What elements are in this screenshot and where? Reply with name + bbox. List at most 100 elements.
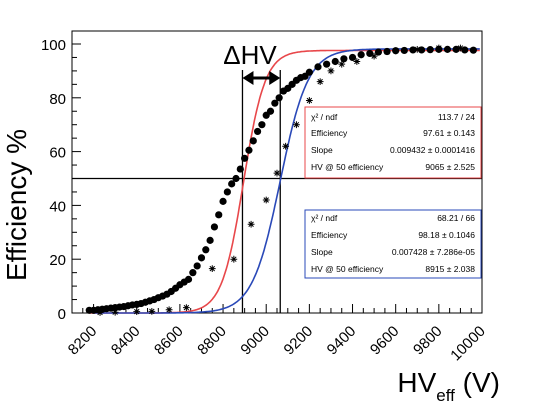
x-tick-label: 9400: [324, 323, 360, 359]
y-tick-label: 0: [58, 306, 66, 323]
delta-hv-arrow: [242, 71, 281, 85]
data-point-dot: [409, 46, 417, 54]
data-point-star: [305, 97, 313, 104]
data-point-star: [327, 67, 335, 75]
data-point-star: [338, 60, 346, 68]
y-tick-label: 100: [41, 37, 66, 54]
data-point-star: [230, 255, 238, 263]
data-point-dot: [241, 154, 249, 162]
arrow-head-right: [269, 71, 281, 85]
data-point-star: [273, 169, 281, 177]
x-tick-label: 9000: [237, 323, 273, 359]
data-point-dot: [400, 46, 408, 55]
fit-blue-hv50-value: 8915 ± 2.038: [425, 264, 475, 274]
data-point-dot: [383, 47, 391, 56]
data-point-dot: [253, 127, 262, 136]
data-point-dot: [469, 46, 477, 54]
x-axis-label: HVeff (V): [397, 367, 500, 405]
data-point-dot: [206, 236, 214, 244]
fit-box-blue: χ² / ndf 68.21 / 66 Efficiency 98.18 ± 0…: [304, 209, 482, 279]
data-point-star: [165, 306, 173, 314]
data-point-dot: [357, 51, 365, 59]
fit-red-slope-value: 0.009432 ± 0.0001416: [390, 145, 475, 155]
data-point-dot: [232, 174, 240, 183]
data-point-star: [370, 52, 378, 60]
data-point-dot: [215, 211, 223, 219]
x-tick-label: 9800: [410, 323, 446, 359]
data-point-star: [262, 196, 270, 204]
data-point-star: [353, 58, 361, 65]
data-point-dot: [323, 60, 331, 68]
data-point-dot: [210, 223, 219, 231]
data-points: [85, 44, 477, 316]
data-point-dot: [202, 246, 210, 254]
data-point-dot: [305, 68, 313, 76]
data-point-star: [457, 44, 464, 52]
fit-blue-chi2-label: χ² / ndf: [311, 213, 338, 223]
fit-box-red-frame: [304, 106, 482, 179]
data-point-star: [96, 309, 104, 316]
x-axis-label-unit: (V): [455, 367, 500, 398]
data-point-dot: [275, 94, 283, 102]
y-tick-label: 20: [49, 252, 66, 269]
y-tick-label: 40: [49, 198, 66, 215]
data-point-dot: [189, 269, 197, 277]
data-point-dot: [426, 46, 434, 54]
data-point-dot: [443, 45, 452, 53]
fit-blue-hv50-label: HV @ 50 efficiency: [311, 264, 384, 274]
data-point-dot: [236, 165, 244, 173]
data-point-star: [316, 78, 324, 86]
x-tick-label: 8400: [108, 323, 144, 359]
fit-blue-efficiency-label: Efficiency: [311, 230, 348, 240]
fit-box-red: χ² / ndf 113.7 / 24 Efficiency 97.61 ± 0…: [304, 106, 482, 179]
data-point-star: [413, 45, 421, 53]
x-tick-label: 8600: [151, 323, 187, 359]
data-point-star: [133, 308, 141, 316]
fit-red-hv50-label: HV @ 50 efficiency: [311, 162, 384, 172]
arrow-head-left: [242, 71, 254, 85]
x-axis-label-sub: eff: [436, 386, 455, 405]
data-point-star: [435, 44, 443, 52]
data-point-dot: [223, 188, 231, 196]
data-point-dot: [366, 49, 374, 58]
fit-blue-chi2-value: 68.21 / 66: [437, 213, 475, 223]
data-point-dot: [197, 254, 206, 262]
y-tick-label: 60: [49, 145, 66, 162]
x-tick-label: 10000: [447, 323, 489, 365]
data-point-dot: [340, 55, 348, 63]
x-axis-label-main: HV: [397, 367, 436, 398]
data-point-dot: [258, 121, 266, 129]
data-point-star: [293, 121, 300, 129]
data-point-dot: [266, 107, 275, 115]
x-tick-label: 8800: [194, 323, 230, 359]
fit-blue-slope-value: 0.007428 ± 7.286e-05: [392, 247, 475, 257]
data-point-dot: [331, 57, 339, 66]
x-tick-label: 8200: [65, 323, 101, 359]
fit-red-efficiency-value: 97.61 ± 0.143: [423, 128, 475, 138]
x-tick-label: 9200: [281, 323, 317, 359]
data-point-dot: [219, 197, 227, 205]
fit-red-chi2-label: χ² / ndf: [311, 112, 338, 122]
data-point-star: [247, 220, 255, 228]
fit-red-chi2-value: 113.7 / 24: [438, 112, 475, 122]
fit-box-blue-frame: [304, 209, 482, 279]
data-point-star: [208, 265, 216, 273]
fit-red-efficiency-label: Efficiency: [311, 128, 348, 138]
data-point-dot: [184, 275, 193, 283]
fit-blue-efficiency-value: 98.18 ± 0.1046: [418, 230, 475, 240]
data-point-star: [282, 142, 290, 150]
fit-blue-slope-label: Slope: [311, 247, 333, 257]
data-point-star: [111, 308, 119, 316]
x-tick-label: 9600: [367, 323, 403, 359]
fit-red-hv50-value: 9065 ± 2.525: [425, 162, 475, 172]
data-point-dot: [271, 99, 279, 107]
data-point-dot: [193, 262, 201, 270]
data-point-dot: [417, 46, 426, 54]
data-point-star: [392, 47, 400, 55]
data-point-dot: [314, 63, 322, 71]
delta-hv-label: ΔHV: [223, 40, 277, 70]
data-point-dot: [228, 180, 236, 188]
data-point-star: [182, 304, 190, 312]
data-point-dot: [249, 137, 257, 145]
